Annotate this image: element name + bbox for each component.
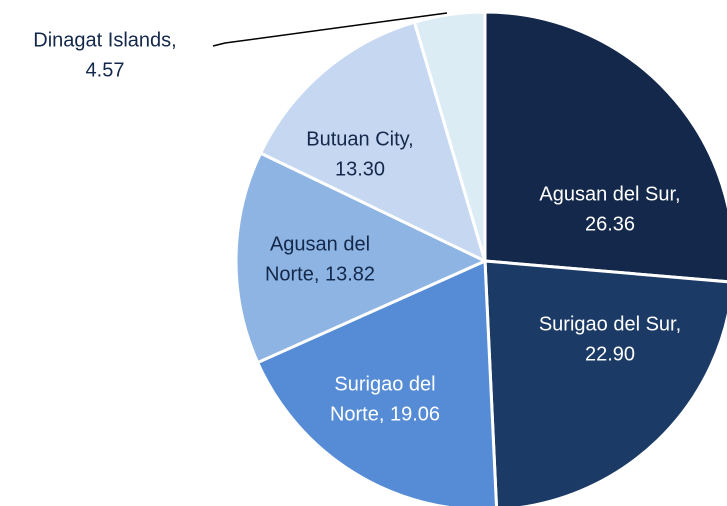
data-label: Butuan City,	[306, 128, 413, 150]
pie-slice	[259, 20, 487, 263]
data-label: 4.57	[86, 59, 125, 81]
data-label: Agusan del	[270, 233, 370, 255]
data-label: Surigao del	[334, 373, 435, 395]
data-label: Dinagat Islands,	[33, 29, 176, 51]
data-label: 26.36	[585, 213, 635, 235]
pie-slice	[256, 259, 498, 506]
data-label: 22.90	[585, 343, 635, 365]
pie-slice	[483, 259, 727, 506]
data-label: Agusan del Sur,	[539, 183, 680, 205]
data-label: Surigao del Sur,	[539, 313, 681, 335]
data-label: 13.30	[335, 158, 385, 180]
data-label: Norte, 19.06	[330, 403, 440, 425]
pie-slice	[483, 10, 727, 284]
pie-slice	[412, 10, 487, 263]
leader-line	[212, 12, 448, 47]
data-label: Norte, 13.82	[265, 263, 375, 285]
pie-slice	[234, 151, 487, 365]
